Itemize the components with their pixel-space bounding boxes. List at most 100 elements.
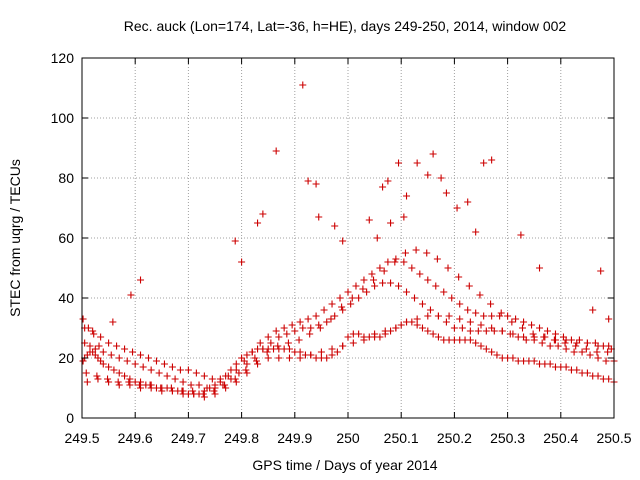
data-point [97, 333, 105, 341]
y-tick-label: 80 [58, 170, 74, 186]
data-point [434, 312, 442, 320]
data-point [331, 222, 339, 230]
data-point [360, 336, 368, 344]
data-point [376, 264, 384, 272]
data-point [458, 324, 466, 332]
data-point [137, 351, 145, 359]
data-point [400, 258, 408, 266]
data-point [272, 327, 280, 335]
data-point [550, 336, 558, 344]
data-point [544, 327, 551, 335]
data-point [272, 147, 280, 155]
data-point [540, 333, 548, 341]
data-point [312, 312, 320, 320]
data-point [384, 258, 392, 266]
data-point [127, 291, 135, 299]
data-point [472, 309, 480, 317]
data-point [83, 378, 91, 386]
data-point [512, 315, 520, 323]
y-tick-label: 40 [58, 290, 74, 306]
data-point [147, 366, 155, 374]
data-point [167, 384, 175, 392]
data-point [450, 324, 458, 332]
data-point [418, 324, 426, 332]
data-point [517, 231, 525, 239]
data-point [387, 219, 395, 227]
x-tick-label: 249.9 [277, 430, 312, 446]
data-point [605, 375, 613, 383]
data-point [403, 288, 411, 296]
data-point [200, 393, 208, 401]
data-point [400, 213, 408, 221]
data-point [267, 339, 275, 347]
y-tick-label: 100 [51, 110, 75, 126]
data-point [189, 387, 197, 395]
x-tick-label: 250.2 [437, 430, 472, 446]
data-point [146, 381, 154, 389]
data-point [570, 348, 578, 356]
x-tick-label: 249.7 [171, 430, 206, 446]
data-point [179, 390, 187, 398]
data-point [464, 198, 472, 206]
data-point [211, 384, 219, 392]
data-point [391, 258, 399, 266]
data-point [94, 375, 102, 383]
data-point [242, 366, 250, 374]
data-point [551, 330, 559, 338]
data-point [323, 318, 331, 326]
y-tick-label: 60 [58, 230, 74, 246]
data-point [442, 318, 450, 326]
data-point [538, 339, 546, 347]
data-point [403, 192, 411, 200]
x-tick-label: 249.5 [64, 430, 99, 446]
x-tick-label: 250 [336, 430, 360, 446]
data-point [238, 258, 246, 266]
data-point [359, 285, 367, 293]
data-point [437, 174, 445, 182]
data-point [254, 219, 262, 227]
x-tick-label: 249.6 [118, 430, 153, 446]
data-point [466, 318, 474, 326]
data-point [464, 306, 472, 314]
data-point [125, 378, 133, 386]
data-point [115, 369, 123, 377]
data-point [339, 237, 347, 245]
data-point [426, 306, 434, 314]
data-point [573, 366, 581, 374]
data-point [401, 249, 409, 257]
data-point [190, 390, 198, 398]
data-point [323, 354, 331, 362]
data-point [520, 318, 528, 326]
data-point [605, 342, 613, 350]
data-point [602, 357, 610, 365]
data-point [84, 324, 92, 332]
data-point [573, 339, 581, 347]
data-point [594, 372, 602, 380]
data-point [155, 369, 163, 377]
data-point [232, 366, 240, 374]
data-point [508, 318, 516, 326]
data-points [79, 81, 618, 401]
data-point [184, 366, 192, 374]
data-point [179, 378, 187, 386]
data-point [487, 300, 495, 308]
data-point [126, 375, 134, 383]
data-point [259, 345, 267, 353]
data-point [304, 177, 312, 185]
data-point [594, 342, 602, 350]
data-point [554, 342, 562, 350]
data-point [306, 330, 314, 338]
data-point [121, 345, 129, 353]
data-point [168, 363, 176, 371]
data-point [104, 375, 112, 383]
data-point [312, 180, 320, 188]
data-point [360, 276, 368, 284]
data-point [307, 324, 315, 332]
data-point [296, 354, 304, 362]
data-point [195, 381, 203, 389]
data-point [284, 339, 292, 347]
data-point [536, 264, 544, 272]
data-point [445, 312, 453, 320]
data-point [597, 267, 605, 275]
x-tick-label: 250.1 [384, 430, 419, 446]
